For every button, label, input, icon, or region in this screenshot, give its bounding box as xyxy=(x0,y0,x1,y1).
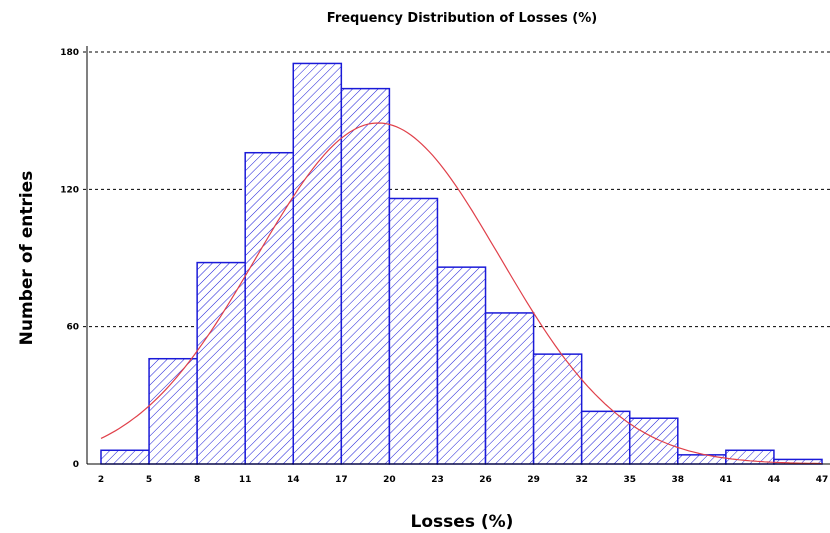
bar-32-35 xyxy=(580,410,631,465)
bar-8-11 xyxy=(196,261,246,465)
chart-title: Frequency Distribution of Losses (%) xyxy=(327,11,597,26)
x-tick-label: 26 xyxy=(479,475,492,485)
x-tick-label: 11 xyxy=(239,475,252,485)
fit-curve-layer xyxy=(100,122,823,465)
axes xyxy=(86,46,830,465)
histogram-bars xyxy=(100,62,823,465)
y-tick-label: 0 xyxy=(73,460,79,470)
x-tick-label: 29 xyxy=(527,475,540,485)
y-axis-label: Number of entries xyxy=(17,171,37,346)
x-tick-label: 17 xyxy=(335,475,348,485)
x-axis-label: Losses (%) xyxy=(411,512,514,532)
bar-5-8 xyxy=(148,357,198,465)
fit-curve xyxy=(100,122,823,465)
y-tick-label: 120 xyxy=(60,185,79,195)
bar-23-26 xyxy=(436,266,487,465)
x-tick-label: 35 xyxy=(623,475,636,485)
bar-14-17 xyxy=(292,62,343,465)
x-tick-label: 23 xyxy=(431,475,444,485)
tick-labels: 2 5 8 11 14 17 20 23 26 29 32 35 38 41 44 47 0 60 120 180 xyxy=(60,48,828,485)
bar-17-20 xyxy=(340,87,391,465)
bar-11-14 xyxy=(244,151,295,465)
x-tick-label: 38 xyxy=(672,475,685,485)
x-tick-label: 2 xyxy=(98,475,104,485)
x-tick-label: 44 xyxy=(768,475,781,485)
x-tick-label: 8 xyxy=(194,475,200,485)
bar-26-29 xyxy=(484,312,535,465)
x-tick-label: 20 xyxy=(383,475,396,485)
x-tick-label: 41 xyxy=(720,475,733,485)
bar-20-23 xyxy=(388,197,439,465)
x-tick-label: 14 xyxy=(287,475,300,485)
x-tick-label: 47 xyxy=(816,475,829,485)
bar-2-5 xyxy=(100,449,150,465)
bar-35-38 xyxy=(628,417,679,465)
x-tick-label: 32 xyxy=(575,475,588,485)
y-tick-label: 60 xyxy=(66,323,79,333)
x-tick-label: 5 xyxy=(146,475,152,485)
y-tick-label: 180 xyxy=(60,48,79,58)
bar-38-41 xyxy=(677,454,727,465)
